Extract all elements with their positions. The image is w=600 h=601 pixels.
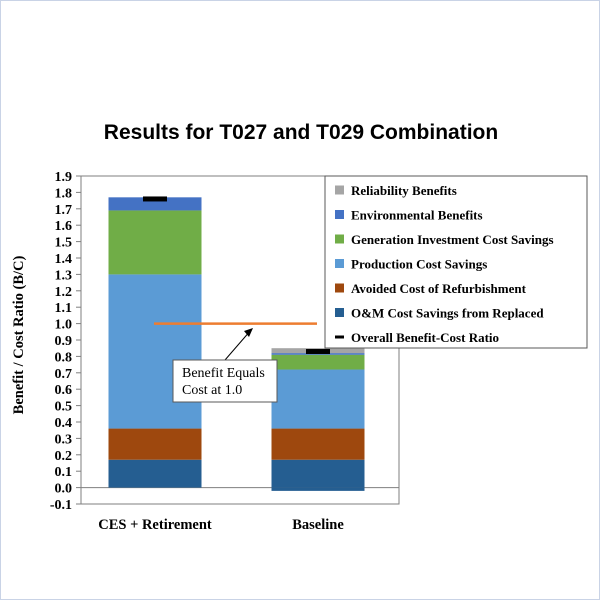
bar-segment — [271, 354, 365, 370]
overall-bc-marker — [306, 348, 330, 354]
y-tick-label: 1.4 — [55, 252, 73, 267]
annotation-box — [172, 359, 278, 403]
bar-segment — [108, 428, 202, 460]
y-tick-label: 0.8 — [55, 350, 73, 365]
legend-label: Environmental Benefits — [351, 208, 483, 223]
y-tick-label: 0.3 — [55, 432, 73, 447]
bar-segment — [108, 197, 202, 211]
legend-box — [324, 175, 588, 349]
bar-segment — [271, 369, 365, 429]
y-tick-label: 0.7 — [55, 367, 73, 382]
legend-swatch — [335, 210, 344, 219]
legend-swatch — [335, 234, 344, 244]
y-tick-label: 1.5 — [55, 236, 73, 251]
legend-label: O&M Cost Savings from Replaced — [351, 306, 544, 321]
legend-swatch — [335, 259, 344, 268]
x-category-label: CES + Retirement — [98, 517, 212, 533]
bar-segment — [108, 210, 202, 275]
y-tick-label: 1.0 — [55, 318, 73, 333]
legend-label: Avoided Cost of Refurbishment — [351, 281, 527, 296]
legend-label: Production Cost Savings — [351, 257, 487, 272]
overall-bc-marker — [143, 196, 167, 202]
y-tick-label: 1.3 — [55, 268, 73, 283]
y-tick-label: 1.9 — [55, 170, 73, 185]
y-tick-label: -0.1 — [50, 498, 72, 513]
y-tick-label: 1.1 — [55, 301, 73, 316]
legend-label: Generation Investment Cost Savings — [351, 232, 554, 247]
y-tick-label: 0.5 — [55, 400, 73, 415]
annotation-text: Cost at 1.0 — [182, 383, 242, 398]
x-category-label: Baseline — [292, 517, 344, 533]
annotation-text: Benefit Equals — [182, 366, 265, 381]
legend-swatch — [335, 335, 344, 339]
y-tick-label: 0.6 — [55, 383, 73, 398]
y-tick-label: 1.2 — [55, 285, 73, 300]
legend-swatch — [335, 308, 344, 317]
bar-segment — [271, 459, 365, 488]
y-tick-label: 0.2 — [55, 449, 73, 464]
bar-segment — [108, 274, 202, 429]
y-tick-label: 1.6 — [55, 219, 73, 234]
legend-label: Overall Benefit-Cost Ratio — [351, 330, 499, 345]
y-tick-label: 0.1 — [55, 465, 73, 480]
bar-segment — [271, 428, 365, 460]
legend-swatch — [335, 185, 344, 195]
y-tick-label: 0.0 — [55, 482, 73, 497]
y-tick-label: 0.4 — [55, 416, 73, 431]
bar-segment — [108, 459, 202, 488]
legend-label: Reliability Benefits — [351, 183, 457, 198]
y-tick-label: 0.9 — [55, 334, 73, 349]
y-axis-label: Benefit / Cost Ratio (B/C) — [11, 255, 27, 414]
y-tick-label: 1.8 — [55, 186, 73, 201]
legend-swatch — [335, 283, 344, 293]
bar-segment-negative — [271, 487, 365, 491]
annotation-arrowhead — [244, 328, 253, 337]
y-tick-label: 1.7 — [55, 203, 73, 218]
annotation-pointer — [224, 329, 252, 361]
chart-title: Results for T027 and T029 Combination — [104, 121, 498, 144]
